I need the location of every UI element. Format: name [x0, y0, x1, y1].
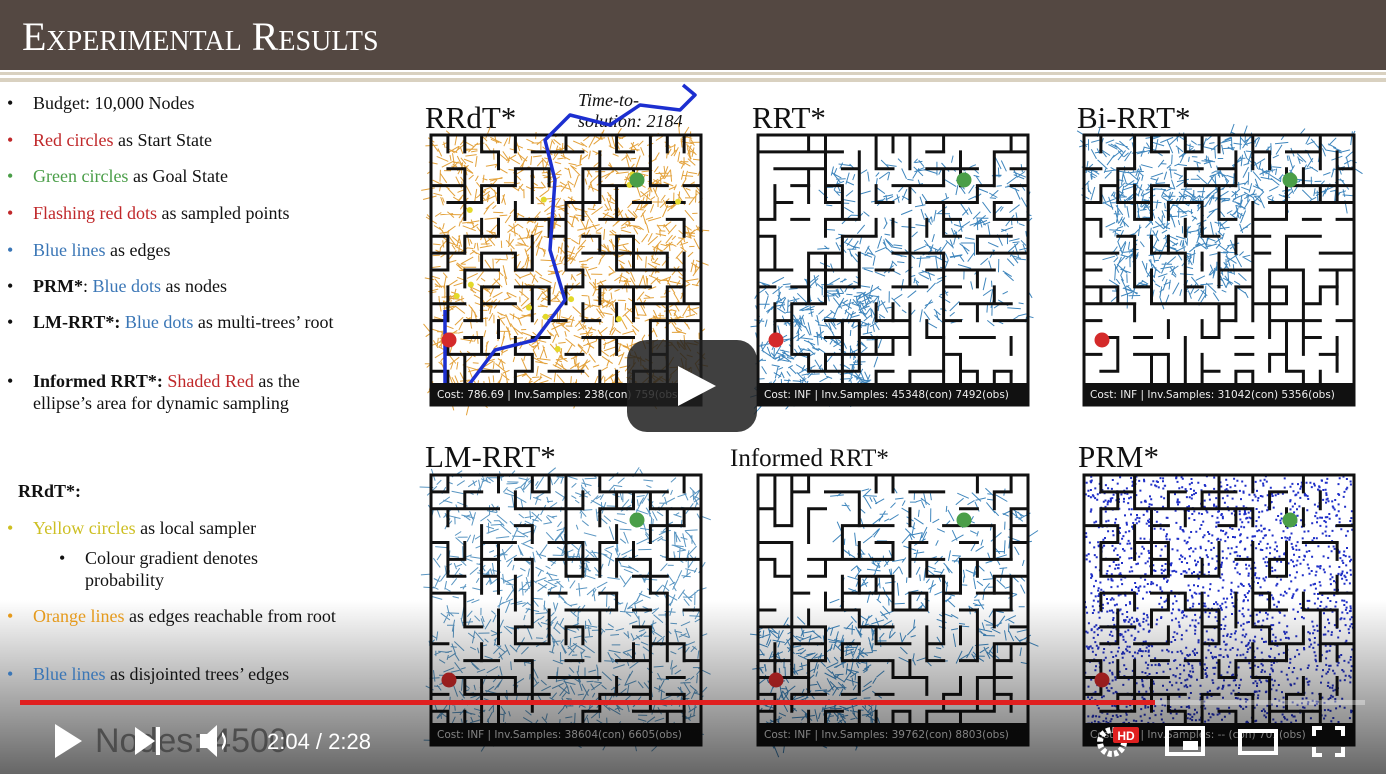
legend-text: as Goal State [128, 166, 228, 186]
panel-title: LM-RRT* [425, 439, 556, 474]
legend-item: Blue lines as edges [7, 239, 353, 261]
goal-state [956, 512, 972, 528]
legend-text: as edges [105, 240, 171, 260]
legend-text: Green circles [33, 166, 129, 186]
panel-title: RRdT* [425, 100, 516, 135]
next-button[interactable] [135, 727, 160, 755]
legend-item: Green circles as Goal State [7, 165, 353, 187]
local-sampler [674, 198, 681, 205]
legend-text: Shaded Red [167, 371, 254, 391]
legend-text: Budget: 10,000 Nodes [33, 93, 195, 113]
goal-state [1282, 512, 1298, 528]
panel-title: RRT* [752, 100, 826, 135]
goal-state [1282, 172, 1298, 188]
goal-state [629, 512, 645, 528]
start-state [1094, 332, 1110, 348]
legend-text: as disjointed trees’ edges [105, 664, 290, 684]
start-state [768, 332, 784, 348]
progress-played [20, 700, 1155, 705]
legend-text: as multi-trees’ root [193, 312, 334, 332]
annotation: Time-to- [578, 90, 639, 110]
play-button[interactable] [55, 724, 82, 758]
legend-text: as nodes [161, 276, 228, 296]
center-play-icon [678, 366, 716, 406]
local-sampler [453, 292, 460, 299]
solution-path [443, 83, 697, 392]
legend-item: Blue lines as disjointed trees’ edges [7, 663, 353, 685]
legend-item: LM-RRT*: Blue dots as multi-trees’ root [7, 311, 353, 333]
panel-caption: Cost: INF | Inv.Samples: 31042(con) 5356… [1090, 389, 1335, 401]
legend-item: Flashing red dots as sampled points [7, 202, 353, 224]
maze-walls [756, 133, 1030, 407]
panel-caption: Cost: INF | Inv.Samples: 45348(con) 7492… [764, 389, 1009, 401]
panel-title: Informed RRT* [730, 445, 889, 472]
legend-item: Informed RRT*: Shaded Red as the ellipse… [7, 370, 353, 414]
legend-text: as sampled points [157, 203, 290, 223]
miniplayer-button[interactable] [1165, 726, 1205, 756]
legend-text: Blue lines [33, 664, 106, 684]
hd-badge: HD [1117, 729, 1135, 743]
local-sampler [554, 345, 561, 352]
hd-badge-bg [1113, 727, 1139, 743]
theater-button[interactable] [1238, 729, 1278, 755]
caption-bar [1084, 383, 1354, 405]
legend-text: Red circles [33, 130, 114, 150]
legend-text: as local sampler [135, 518, 257, 538]
legend-text: Yellow circles [33, 518, 136, 538]
legend-text: as edges reachable from root [124, 606, 336, 626]
time-display: 2:04 / 2:28 [267, 729, 371, 754]
local-sampler [467, 281, 474, 288]
fullscreen-button[interactable] [1312, 726, 1345, 757]
slide-title: Experimental Results [22, 14, 379, 59]
divider [0, 78, 1386, 82]
legend-text: Blue lines [33, 240, 106, 260]
panel-title: Bi-RRT* [1077, 100, 1191, 135]
controls-shade [0, 600, 1386, 774]
local-sampler [525, 304, 532, 311]
legend-item: Orange lines as edges reachable from roo… [7, 605, 353, 627]
local-sampler [540, 196, 547, 203]
legend-item: Budget: 10,000 Nodes [7, 92, 353, 114]
start-state [441, 332, 457, 348]
panel-title: PRM* [1078, 439, 1159, 474]
legend-item: Red circles as Start State [7, 129, 353, 151]
goal-state [956, 172, 972, 188]
local-sampler [466, 206, 473, 213]
legend-text: Orange lines [33, 606, 125, 626]
goal-state [629, 172, 645, 188]
legend-text: as Start State [113, 130, 212, 150]
panel-caption: Cost: 786.69 | Inv.Samples: 238(con) 759… [437, 389, 682, 401]
slide-overlay-text: Nodes: 4500 [95, 722, 288, 760]
local-sampler [568, 296, 575, 303]
annotation: solution: 2184 [578, 111, 683, 131]
local-sampler [542, 313, 549, 320]
caption-bar [758, 383, 1028, 405]
divider [0, 72, 1386, 75]
legend-text: PRM* [33, 276, 83, 296]
legend-text: LM-RRT*: [33, 312, 121, 332]
legend-item: Yellow circles as local sampler [7, 517, 353, 539]
maze-walls [429, 133, 703, 407]
legend-text: Blue dots [124, 312, 194, 332]
legend-text: Flashing red dots [33, 203, 157, 223]
volume-button[interactable] [200, 725, 227, 757]
legend-text: Informed RRT*: [33, 371, 163, 391]
title-bar [0, 0, 1386, 70]
legend-sub-item: Colour gradient denotes probability [59, 547, 305, 591]
maze-walls [1082, 133, 1356, 407]
legend-item: PRM*: Blue dots as nodes [7, 275, 353, 297]
legend-text: Blue dots [92, 276, 162, 296]
local-sampler [615, 315, 622, 322]
legend-text: : [82, 276, 93, 296]
legend-text: as the ellipse’s area for dynamic sampli… [33, 371, 300, 413]
legend-heading: RRdT*: [18, 481, 82, 501]
